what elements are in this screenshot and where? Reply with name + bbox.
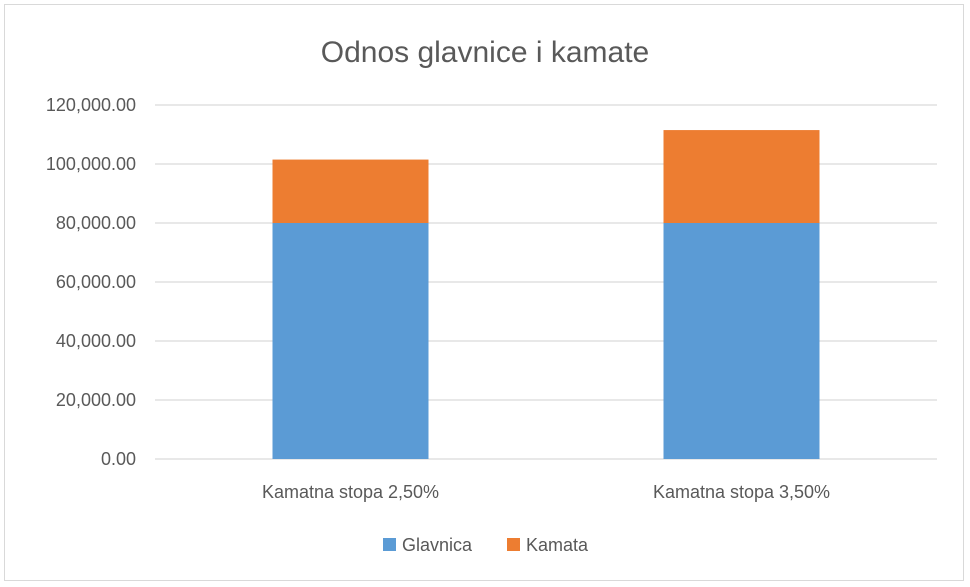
x-category-label: Kamatna stopa 2,50% <box>262 482 439 502</box>
bar-kamata <box>663 130 820 223</box>
legend-swatch-kamata <box>507 538 520 551</box>
y-axis-ticks: 0.00 20,000.00 40,000.00 60,000.00 80,000.00… <box>46 95 136 469</box>
gridlines <box>155 104 937 460</box>
y-tick-label: 0.00 <box>101 449 136 469</box>
y-tick-label: 20,000.00 <box>56 390 136 410</box>
legend-swatch-glavnica <box>383 538 396 551</box>
x-category-label: Kamatna stopa 3,50% <box>653 482 830 502</box>
bar-glavnica <box>272 223 429 459</box>
y-tick-label: 60,000.00 <box>56 272 136 292</box>
chart-title: Odnos glavnice i kamate <box>321 36 650 69</box>
legend-label-kamata: Kamata <box>526 535 589 555</box>
y-tick-label: 120,000.00 <box>46 95 136 115</box>
legend-label-glavnica: Glavnica <box>402 535 473 555</box>
bars <box>272 130 820 459</box>
legend: Glavnica Kamata <box>383 535 589 555</box>
y-tick-label: 80,000.00 <box>56 213 136 233</box>
y-tick-label: 100,000.00 <box>46 154 136 174</box>
x-axis-categories: Kamatna stopa 2,50% Kamatna stopa 3,50% <box>262 482 830 502</box>
bar-kamata <box>272 159 429 223</box>
bar-glavnica <box>663 223 820 459</box>
y-tick-label: 40,000.00 <box>56 331 136 351</box>
